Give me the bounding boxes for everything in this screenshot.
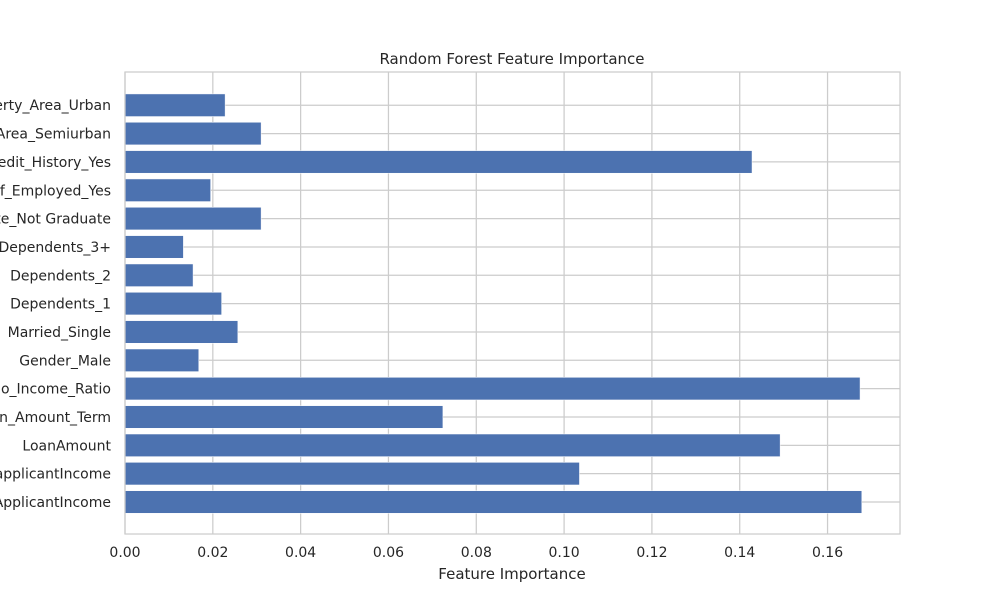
x-tick-label: 0.08 xyxy=(461,545,492,561)
bar xyxy=(124,150,753,174)
x-tick-labels: 0.00 0.02 0.04 0.06 0.08 0.10 0.12 0.14 0.16 xyxy=(109,545,843,561)
bar xyxy=(124,320,239,344)
bar xyxy=(124,348,200,372)
y-tick-label: Area_Semiurban xyxy=(0,127,111,143)
bar xyxy=(124,405,444,429)
y-tick-label: edit_History_Yes xyxy=(0,155,111,171)
y-tick-label: Dependents_1 xyxy=(10,297,111,313)
y-tick-label: n_Amount_Term xyxy=(0,410,111,426)
y-tick-labels: ApplicantIncome applicantIncome LoanAmount… xyxy=(0,98,112,511)
y-tick-label: Gender_Male xyxy=(19,353,111,369)
bar xyxy=(124,178,211,202)
x-tick-label: 0.12 xyxy=(636,545,667,561)
bar xyxy=(124,235,184,259)
y-tick-label: erty_Area_Urban xyxy=(0,98,111,114)
y-tick-label: ApplicantIncome xyxy=(0,495,111,511)
bar xyxy=(124,377,861,401)
y-tick-label: applicantIncome xyxy=(0,467,111,483)
bar xyxy=(124,433,781,457)
bar xyxy=(124,207,262,231)
x-tick-label: 0.16 xyxy=(812,545,843,561)
bar xyxy=(124,490,863,514)
y-tick-label: te_Not Graduate xyxy=(0,212,111,228)
y-tick-label: Dependents_2 xyxy=(10,268,111,284)
bars xyxy=(124,93,863,514)
x-axis-label: Feature Importance xyxy=(438,565,585,583)
bar xyxy=(124,93,226,117)
chart-title: Random Forest Feature Importance xyxy=(379,50,644,68)
x-tick-label: 0.06 xyxy=(373,545,404,561)
y-tick-label: o_Income_Ratio xyxy=(1,382,111,398)
bar xyxy=(124,122,262,146)
y-tick-label: f_Employed_Yes xyxy=(0,183,111,199)
y-tick-label: LoanAmount xyxy=(22,438,111,454)
bar xyxy=(124,263,194,287)
y-tick-label: Married_Single xyxy=(8,325,111,341)
bar xyxy=(124,292,222,316)
x-tick-label: 0.04 xyxy=(285,545,316,561)
y-tick-label: Dependents_3+ xyxy=(0,240,111,256)
bar xyxy=(124,462,580,486)
x-tick-label: 0.02 xyxy=(197,545,228,561)
x-tick-label: 0.00 xyxy=(109,545,140,561)
x-tick-label: 0.10 xyxy=(549,545,580,561)
plot-frame xyxy=(124,71,901,535)
x-tick-label: 0.14 xyxy=(724,545,755,561)
